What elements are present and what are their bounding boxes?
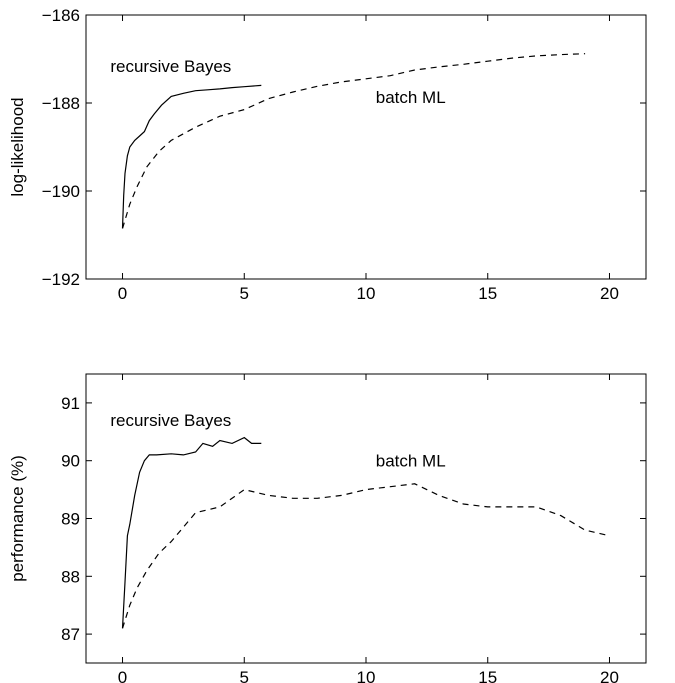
annotation-label: batch ML	[376, 451, 446, 470]
series-line-batch-ml	[121, 53, 586, 229]
y-tick-label: 89	[61, 510, 80, 529]
y-tick-label: −192	[42, 270, 80, 289]
y-tick-label: 90	[61, 452, 80, 471]
y-axis-label: log-likelihood	[8, 97, 27, 196]
y-tick-label: −190	[42, 182, 80, 201]
y-tick-label: 91	[61, 394, 80, 413]
annotation-label: batch ML	[376, 88, 446, 107]
x-tick-label: 0	[118, 284, 127, 303]
y-tick-label: 87	[61, 625, 80, 644]
annotation-label: recursive Bayes	[110, 57, 231, 76]
x-tick-label: 0	[118, 668, 127, 683]
x-tick-label: 5	[240, 284, 249, 303]
x-tick-label: 5	[240, 668, 249, 683]
series-line-recursive-bayes	[121, 436, 262, 629]
x-tick-label: 15	[478, 284, 497, 303]
x-tick-label: 20	[600, 284, 619, 303]
x-tick-label: 15	[478, 668, 497, 683]
y-tick-label: −188	[42, 94, 80, 113]
y-axis-label: performance (%)	[8, 455, 27, 582]
x-tick-label: 20	[600, 668, 619, 683]
x-tick-label: 10	[357, 284, 376, 303]
y-tick-label: −186	[42, 6, 80, 25]
annotation-label: recursive Bayes	[110, 411, 231, 430]
series-line-recursive-bayes	[121, 84, 262, 229]
panel-1: 0 5 10 15 20 −192 −190 −188 −186 log-likelihood re…	[8, 6, 647, 303]
y-tick-label: 88	[61, 567, 80, 586]
series-line-batch-ml	[121, 483, 610, 629]
x-tick-label: 10	[357, 668, 376, 683]
